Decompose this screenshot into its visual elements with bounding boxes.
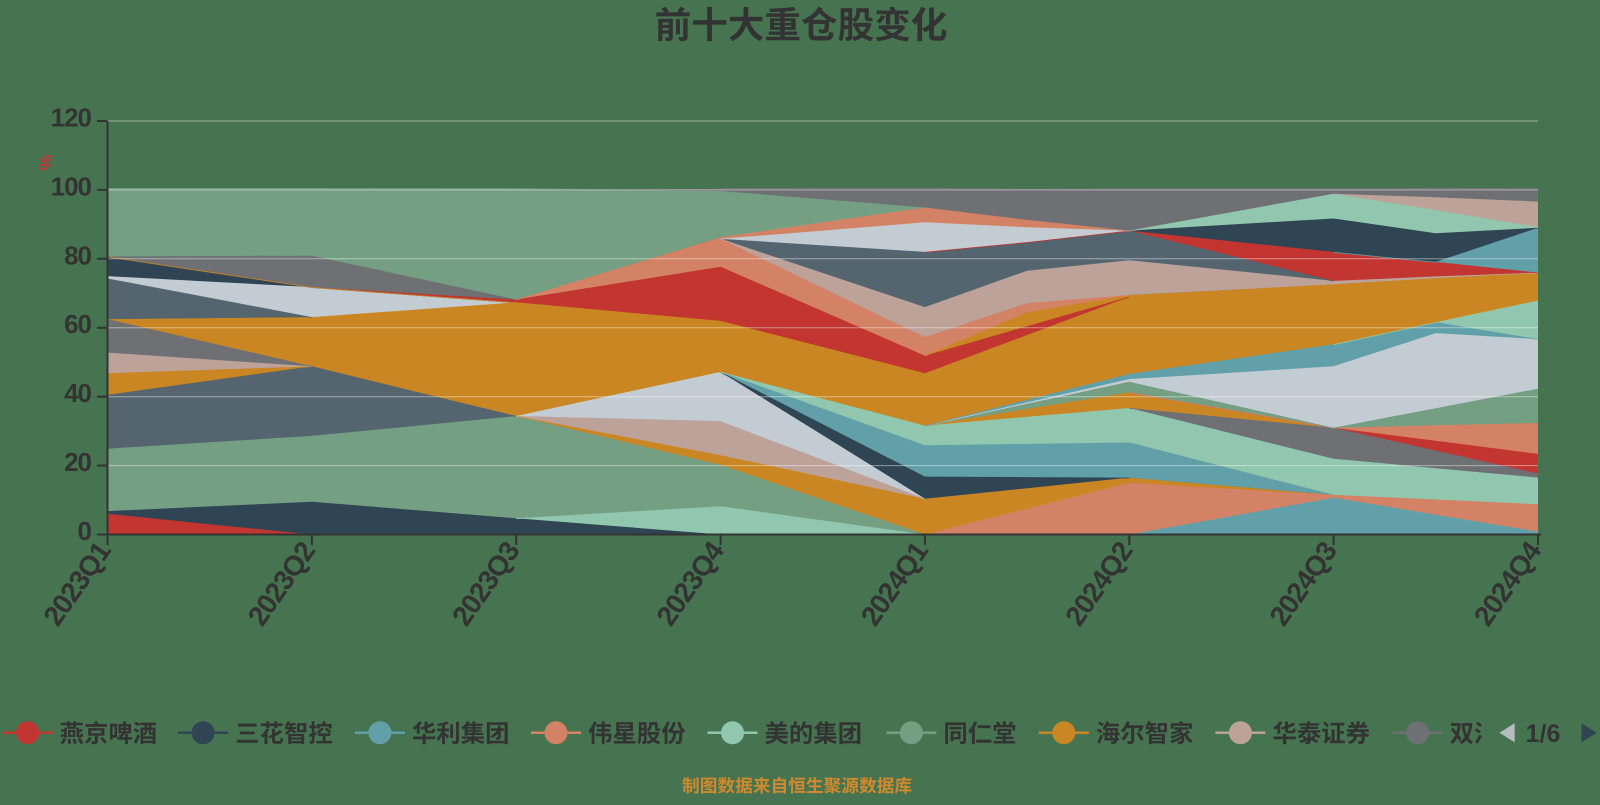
svg-text:60: 60 [64, 309, 91, 339]
svg-text:80: 80 [64, 240, 91, 270]
svg-text:20: 20 [64, 447, 91, 477]
svg-text:120: 120 [51, 103, 92, 133]
svg-text:1/6: 1/6 [1526, 720, 1561, 748]
svg-text:0: 0 [78, 516, 92, 546]
svg-text:%: % [35, 155, 55, 171]
svg-text:40: 40 [64, 378, 91, 408]
svg-text:100: 100 [51, 171, 92, 201]
